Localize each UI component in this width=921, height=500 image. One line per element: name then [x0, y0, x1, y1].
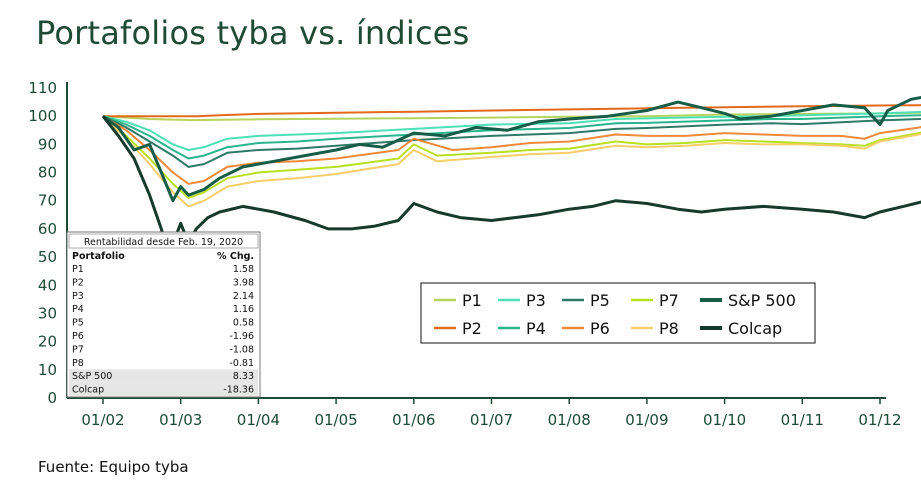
y-tick-label: 80: [38, 164, 57, 182]
x-tick-label: 01/02: [81, 411, 124, 429]
table-row-shade: [69, 369, 258, 383]
legend-label: S&P 500: [728, 291, 796, 310]
table-row-label: P2: [72, 277, 84, 288]
series-line-p8: [102, 115, 921, 208]
y-tick-label: 10: [38, 361, 57, 379]
x-tick-label: 01/05: [314, 411, 357, 429]
table-row-label: P8: [72, 358, 84, 369]
y-tick-label: 60: [38, 220, 57, 238]
table-row-value: -18.36: [223, 385, 254, 396]
series-line-p3: [102, 110, 921, 151]
table-row-value: -1.08: [229, 344, 254, 355]
table-row-label: Colcap: [72, 385, 104, 396]
table-row-value: 1.58: [233, 264, 254, 275]
table-row-label: P6: [72, 331, 84, 342]
series-line-p5: [102, 115, 921, 168]
table-header-change: % Chg.: [217, 251, 254, 262]
legend-label: Colcap: [728, 319, 782, 338]
table-row-value: 1.16: [233, 304, 254, 315]
x-tick-label: 01/08: [548, 411, 591, 429]
y-tick-label: 100: [28, 107, 57, 125]
y-tick-label: 90: [38, 135, 57, 153]
table-row-label: P1: [72, 264, 84, 275]
x-tick-label: 01/11: [781, 411, 824, 429]
legend-label: P8: [659, 319, 679, 338]
table-header-portafolio: Portafolio: [72, 251, 125, 262]
table-row-value: 0.58: [233, 318, 254, 329]
legend-label: P2: [462, 319, 482, 338]
series-line-sp500: [102, 95, 921, 203]
returns-table: Rentabilidad desde Feb. 19, 2020 Portafol…: [66, 231, 261, 398]
legend-label: P6: [590, 319, 610, 338]
series-line-p6: [102, 115, 921, 185]
y-tick-label: 30: [38, 304, 57, 322]
x-tick-label: 01/04: [237, 411, 280, 429]
table-row-label: P3: [72, 291, 84, 302]
table-row-shade: [69, 382, 258, 396]
y-tick-label: 20: [38, 333, 57, 351]
table-row-value: -0.81: [229, 358, 254, 369]
y-tick-label: 40: [38, 276, 57, 294]
table-caption: Rentabilidad desde Feb. 19, 2020: [84, 237, 243, 248]
series-line-p7: [102, 115, 921, 199]
legend-box: [420, 282, 816, 344]
x-tick-label: 01/07: [470, 411, 513, 429]
y-tick-label: 110: [28, 79, 57, 97]
page-title: Portafolios tyba vs. índices: [36, 14, 470, 52]
x-tick-label: 01/10: [703, 411, 746, 429]
table-caption-box: [68, 233, 259, 249]
chart-legend: P1 P2 P3 P4 P5 P6 P7 P8 S&P 500 Colcap: [420, 282, 816, 344]
y-tick-label: 50: [38, 248, 57, 266]
y-tick-label: 0: [47, 389, 57, 407]
table-row-value: 8.33: [233, 371, 254, 382]
table-row-label: P4: [72, 304, 84, 315]
table-row-label: P5: [72, 318, 84, 329]
x-tick-label: 01/06: [392, 411, 435, 429]
table-row-value: -1.96: [229, 331, 254, 342]
x-tick-label: 01/12: [858, 411, 901, 429]
table-row-value: 2.14: [233, 291, 254, 302]
table-row-value: 3.98: [233, 277, 254, 288]
source-note: Fuente: Equipo tyba: [38, 458, 189, 476]
x-tick-label: 01/03: [159, 411, 202, 429]
legend-label: P3: [526, 291, 546, 310]
series-lines: [101, 95, 921, 256]
legend-label: P7: [659, 291, 679, 310]
table-row-label: S&P 500: [72, 371, 112, 382]
axes: 0 10 20 30 40 50 60 70 80 90 100 110 01/02 01/03 01/04…: [28, 79, 901, 429]
legend-label: P5: [590, 291, 610, 310]
table-row-label: P7: [72, 344, 84, 355]
legend-label: P1: [462, 291, 482, 310]
y-tick-label: 70: [38, 192, 57, 210]
x-tick-label: 01/09: [625, 411, 668, 429]
legend-label: P4: [526, 319, 546, 338]
